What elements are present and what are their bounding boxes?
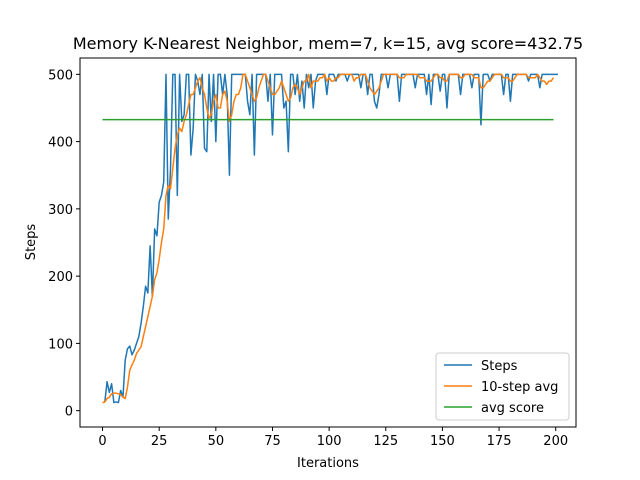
x-tick-label: 0 <box>98 434 106 449</box>
y-axis-label: Steps <box>24 224 39 261</box>
x-tick-label: 200 <box>543 434 568 449</box>
y-axis: 0 100 200 300 400 500 <box>48 68 80 420</box>
series-layer <box>102 73 558 404</box>
x-tick-label: 75 <box>264 434 281 449</box>
y-tick-label: 200 <box>48 270 73 285</box>
y-tick-label: 0 <box>65 405 73 420</box>
legend-label-avg10: 10-step avg <box>481 380 558 395</box>
legend-label-steps: Steps <box>481 359 518 374</box>
y-tick-label: 100 <box>48 337 73 352</box>
x-tick-label: 175 <box>487 434 512 449</box>
legend-label-avg_score: avg score <box>481 401 544 416</box>
x-tick-label: 125 <box>373 434 398 449</box>
legend: Steps 10-step avg avg score <box>435 352 570 421</box>
plot-frame <box>79 57 577 428</box>
legend-box <box>435 352 570 421</box>
x-tick-label: 25 <box>151 434 168 449</box>
x-tick-label: 150 <box>430 434 455 449</box>
y-tick-label: 300 <box>48 203 73 218</box>
y-tick-label: 400 <box>48 136 73 151</box>
y-tick-label: 500 <box>48 68 73 83</box>
x-axis: 0 25 50 75 100 125 150 175 200 <box>98 427 568 449</box>
x-tick-label: 50 <box>208 434 225 449</box>
x-tick-label: 100 <box>317 434 342 449</box>
chart-title: Memory K-Nearest Neighbor, mem=7, k=15, … <box>73 34 583 53</box>
series-line-avg10 <box>102 73 555 404</box>
x-axis-label: Iterations <box>297 456 359 471</box>
series-line-steps <box>102 73 558 404</box>
